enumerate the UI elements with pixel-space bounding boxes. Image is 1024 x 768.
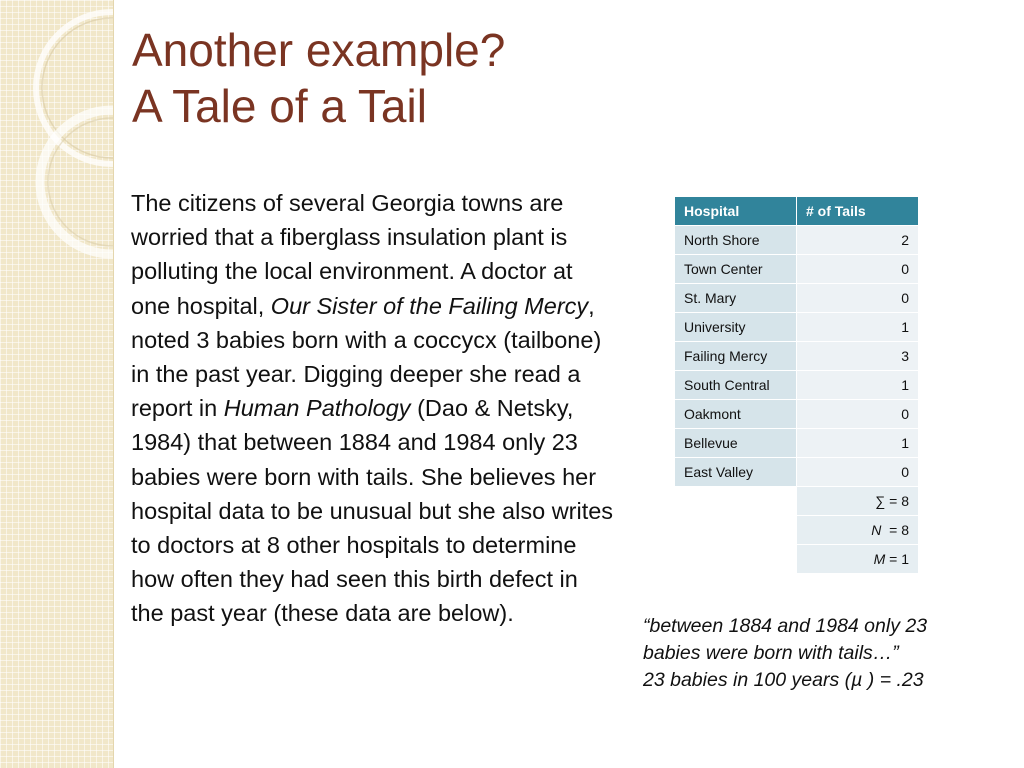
tails-cell: 1 — [796, 313, 918, 342]
table-row: South Central 1 — [675, 371, 918, 400]
table-row: North Shore 2 — [675, 226, 918, 255]
body-paragraph: The citizens of several Georgia towns ar… — [131, 186, 616, 631]
tails-cell: 0 — [796, 284, 918, 313]
table-row: St. Mary 0 — [675, 284, 918, 313]
slide-title: Another example? A Tale of a Tail — [132, 22, 505, 134]
table-row: University 1 — [675, 313, 918, 342]
table-row: Oakmont 0 — [675, 400, 918, 429]
tails-cell: 2 — [796, 226, 918, 255]
body-text-part-1: The citizens of several Georgia towns ar… — [131, 190, 573, 319]
hospital-cell: Failing Mercy — [675, 342, 796, 371]
mean-value: = 1 — [885, 551, 909, 567]
sum-value: = 8 — [885, 493, 909, 509]
title-line-1: Another example? — [132, 24, 506, 76]
hospital-cell: North Shore — [675, 226, 796, 255]
mean-row: M = 1 — [675, 545, 918, 574]
n-row: N = 8 — [675, 516, 918, 545]
mean-symbol: M — [873, 551, 886, 567]
hospital-tails-table: Hospital # of Tails North Shore 2 Town C… — [675, 197, 918, 574]
tails-cell: 0 — [796, 400, 918, 429]
tails-cell: 3 — [796, 342, 918, 371]
tails-cell: 1 — [796, 429, 918, 458]
quote-line: “between 1884 and 1984 only 23 babies we… — [643, 615, 928, 664]
hospital-cell: East Valley — [675, 458, 796, 487]
hospital-name-italic: Our Sister of the Failing Mercy — [270, 292, 589, 319]
decorative-rings-icon — [33, 9, 113, 259]
body-text-part-3: (Dao & Netsky, 1984) that between 1884 a… — [131, 395, 614, 627]
body-text-part-2: , noted 3 babies born with a coccycx (ta… — [131, 292, 602, 422]
table-header-row: Hospital # of Tails — [675, 197, 918, 226]
tails-cell: 1 — [796, 371, 918, 400]
header-tails: # of Tails — [796, 197, 918, 226]
journal-name-italic: Human Pathology — [223, 395, 411, 422]
table-row: Failing Mercy 3 — [675, 342, 918, 371]
hospital-cell: St. Mary — [675, 284, 796, 313]
hospital-cell: University — [675, 313, 796, 342]
sum-cell: ∑ = 8 — [796, 487, 918, 516]
mean-cell: M = 1 — [796, 545, 918, 574]
n-cell: N = 8 — [796, 516, 918, 545]
header-hospital: Hospital — [675, 197, 796, 226]
hospital-cell: Bellevue — [675, 429, 796, 458]
hospital-cell: South Central — [675, 371, 796, 400]
table-row: Town Center 0 — [675, 255, 918, 284]
hospital-cell: Oakmont — [675, 400, 796, 429]
title-line-2: A Tale of a Tail — [132, 80, 427, 132]
sum-row: ∑ = 8 — [675, 487, 918, 516]
table-row: Bellevue 1 — [675, 429, 918, 458]
n-symbol: N — [871, 522, 882, 538]
sum-symbol: ∑ — [875, 493, 886, 509]
quote-note: “between 1884 and 1984 only 23 babies we… — [643, 613, 953, 694]
rate-line: 23 babies in 100 years (µ ) = .23 — [643, 669, 924, 691]
tails-cell: 0 — [796, 458, 918, 487]
hospital-cell: Town Center — [675, 255, 796, 284]
tails-cell: 0 — [796, 255, 918, 284]
n-value: = 8 — [881, 522, 909, 538]
decorative-left-panel — [0, 0, 114, 768]
table-row: East Valley 0 — [675, 458, 918, 487]
